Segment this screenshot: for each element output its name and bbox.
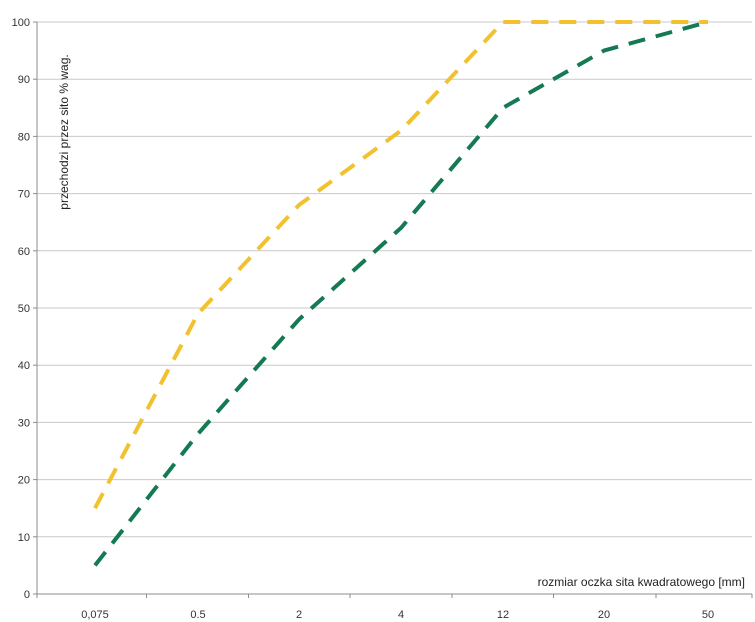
gridlines [37, 21, 752, 538]
y-tick-label: 80 [18, 131, 30, 143]
series [93, 20, 709, 567]
y-tick-label: 0 [24, 589, 30, 601]
x-tick-label: 0.5 [190, 609, 205, 621]
x-tick-label: 50 [702, 609, 714, 621]
y-tick-label: 20 [18, 475, 30, 487]
x-tick-label: 4 [398, 609, 404, 621]
x-tick-label: 0,075 [81, 609, 109, 621]
y-tick-label: 70 [18, 189, 30, 201]
y-tick-labels: 0 10 20 30 40 50 60 70 80 90 100 [12, 17, 30, 601]
y-tick-label: 40 [18, 360, 30, 372]
y-tick-label: 30 [18, 417, 30, 429]
x-tick-labels: 0,075 0.5 2 4 12 20 50 [81, 609, 714, 621]
y-tick-label: 10 [18, 532, 30, 544]
y-tick-label: 100 [12, 17, 30, 29]
y-tick-label: 50 [18, 303, 30, 315]
y-axis-label: przechodzi przez sito % wag. [57, 54, 71, 209]
series-line-2 [93, 20, 709, 567]
x-tick-label: 12 [497, 609, 509, 621]
x-axis-label: rozmiar oczka sita kwadratowego [mm] [538, 575, 745, 589]
x-tick-label: 20 [598, 609, 610, 621]
series-line-1 [93, 20, 708, 510]
x-tick-label: 2 [296, 609, 302, 621]
y-tick-label: 60 [18, 246, 30, 258]
axes [33, 21, 753, 598]
y-tick-label: 90 [18, 74, 30, 86]
